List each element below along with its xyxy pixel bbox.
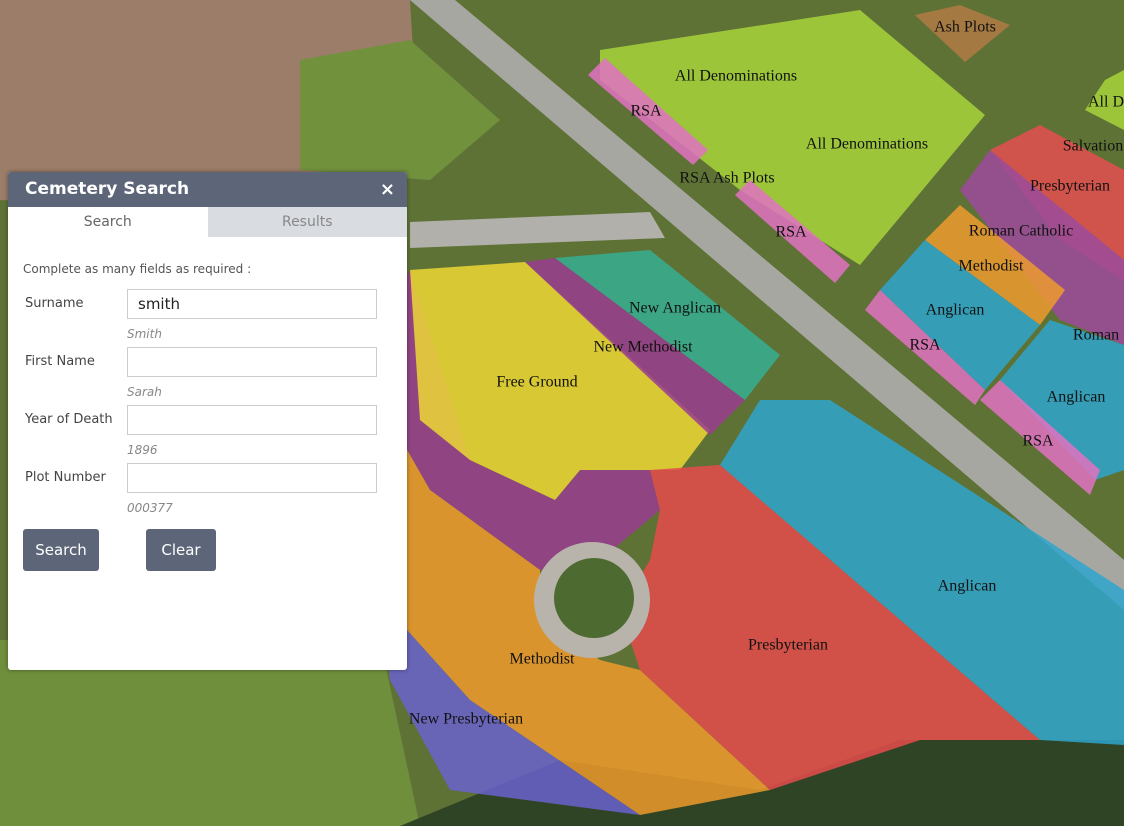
- grass-field: [300, 40, 500, 180]
- road: [410, 0, 1124, 610]
- zone: [980, 380, 1100, 495]
- map-label: Free Ground: [496, 374, 577, 391]
- map-label: Presbyterian: [1030, 178, 1110, 195]
- search-button[interactable]: Search: [23, 529, 99, 571]
- map-label: New Anglican: [629, 300, 721, 317]
- zone: [525, 258, 745, 435]
- zone: [380, 420, 770, 815]
- road: [410, 212, 665, 248]
- map-label: New Methodist: [593, 339, 693, 356]
- map-label: Methodist: [959, 258, 1024, 275]
- zone: [600, 10, 985, 265]
- field-label: Plot Number: [25, 470, 106, 485]
- zone: [1000, 320, 1124, 480]
- field-hint: 000377: [127, 501, 173, 515]
- map-label: All Denominations: [806, 136, 928, 153]
- zone: [960, 150, 1124, 345]
- map-label: RSA: [775, 224, 807, 241]
- zone: [865, 290, 985, 405]
- map-label: All D: [1088, 94, 1124, 111]
- map-label: Roman Catholic: [969, 223, 1073, 240]
- map-label: Roman: [1073, 327, 1119, 344]
- tab[interactable]: Search: [8, 207, 208, 237]
- zone: [390, 270, 660, 570]
- tab[interactable]: Results: [207, 207, 407, 237]
- field-label: Surname: [25, 296, 84, 311]
- map-label: New Presbyterian: [409, 711, 523, 728]
- tabs: Search Results: [8, 207, 407, 237]
- search-panel: Cemetery Search × Search Results Complet…: [8, 172, 407, 670]
- text-input[interactable]: [127, 405, 377, 435]
- text-input[interactable]: smith: [127, 289, 377, 319]
- map-label: Salvation: [1063, 138, 1123, 155]
- zone: [588, 58, 708, 165]
- grass-field: [0, 640, 420, 826]
- roundabout-garden: [554, 558, 634, 638]
- zone: [925, 205, 1065, 325]
- field-hint: Smith: [127, 327, 162, 341]
- field-label: Year of Death: [25, 412, 113, 427]
- instructions: Complete as many fields as required :: [23, 262, 252, 276]
- zone: [410, 262, 710, 500]
- field-hint: 1896: [127, 443, 158, 457]
- map-label: RSA Ash Plots: [679, 170, 774, 187]
- map-label: RSA: [1022, 433, 1054, 450]
- text-input[interactable]: [127, 463, 377, 493]
- close-button[interactable]: ×: [379, 179, 395, 200]
- zone: [880, 240, 1040, 390]
- map-label: RSA: [909, 337, 941, 354]
- map-label: Ash Plots: [934, 19, 996, 36]
- clear-button[interactable]: Clear: [146, 529, 216, 571]
- zone: [735, 180, 850, 283]
- map-label: Presbyterian: [748, 637, 828, 654]
- zone: [380, 600, 640, 815]
- map-label: Methodist: [510, 651, 575, 668]
- zone: [555, 250, 780, 400]
- map-label: RSA: [630, 103, 662, 120]
- map-label: Anglican: [938, 578, 997, 595]
- field-label: First Name: [25, 354, 95, 369]
- zone: [620, 465, 1040, 790]
- zone: [915, 5, 1010, 62]
- zone: [1085, 70, 1124, 130]
- text-input[interactable]: [127, 347, 377, 377]
- panel-title: Cemetery Search: [25, 179, 190, 199]
- panel-header: Cemetery Search ×: [8, 172, 407, 207]
- field-hint: Sarah: [127, 385, 162, 399]
- map-label: Anglican: [1047, 389, 1106, 406]
- zone: [720, 400, 1124, 745]
- map-label: Anglican: [926, 302, 985, 319]
- map-label: All Denominations: [675, 68, 797, 85]
